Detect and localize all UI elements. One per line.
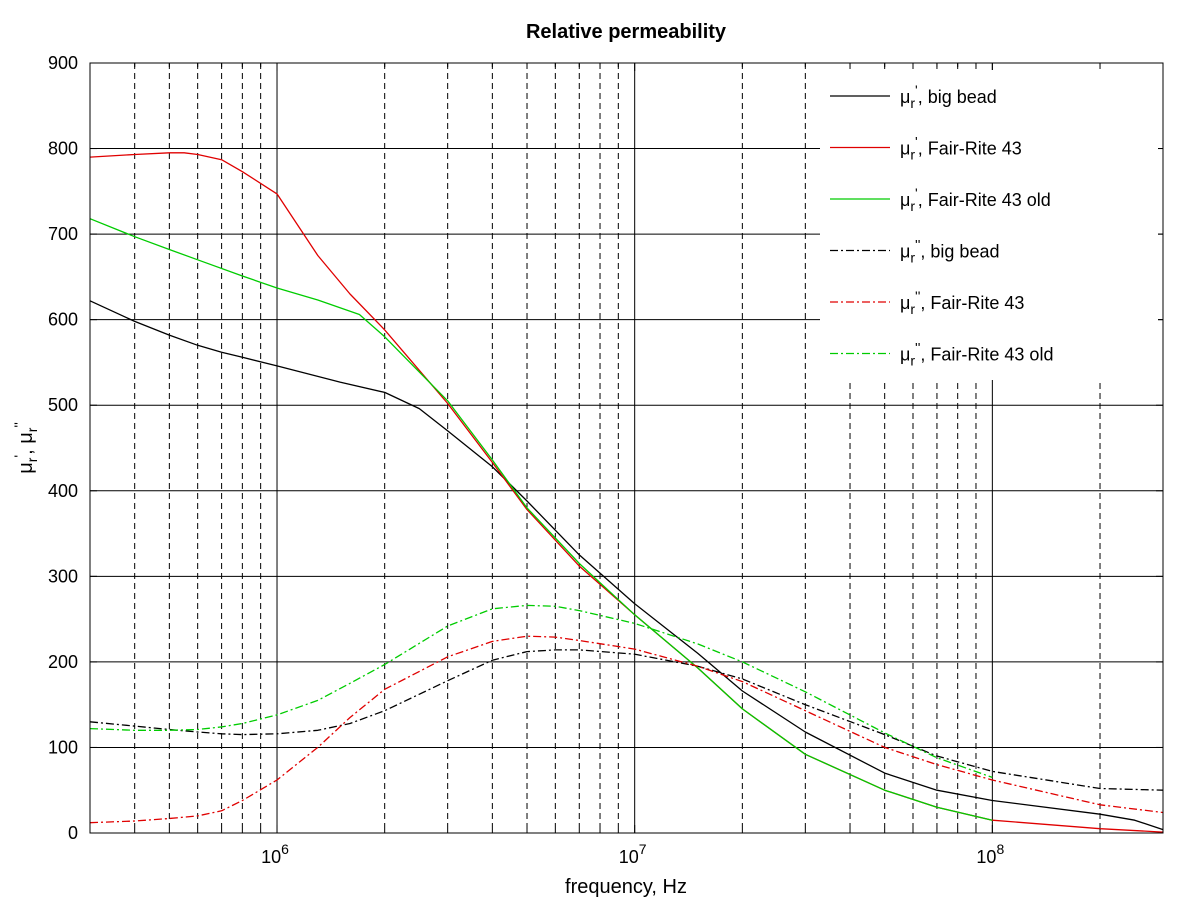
y-tick-label: 800 — [48, 139, 78, 159]
y-tick-label: 700 — [48, 224, 78, 244]
series-line-4 — [89, 649, 1164, 791]
legend-label-1: μr', big bead — [900, 82, 997, 111]
legend-label-2: μr', Fair-Rite 43 — [900, 134, 1022, 163]
y-tick-label: 100 — [48, 737, 78, 757]
y-tick-label: 300 — [48, 566, 78, 586]
y-tick-label: 500 — [48, 395, 78, 415]
legend-label-3: μr', Fair-Rite 43 old — [900, 185, 1051, 214]
series-line-3 — [89, 218, 993, 821]
plot-frame — [89, 62, 1164, 834]
series-line-6 — [89, 604, 993, 779]
x-tick-label: 108 — [976, 841, 1004, 867]
y-tick-label: 400 — [48, 481, 78, 501]
legend: μr', big bead μr', Fair-Rite 43 μr', Fair-… — [820, 70, 1158, 380]
y-tick-label: 600 — [48, 310, 78, 330]
x-tick-label: 106 — [261, 841, 289, 867]
series-line-5 — [89, 635, 1164, 824]
legend-label-4: μr'', big bead — [900, 237, 999, 266]
x-axis-label: frequency, Hz — [565, 876, 687, 898]
y-axis-label: μr', μr'' — [11, 422, 40, 474]
axis-ticks: 0 100 200 300 400 500 600 700 800 900 106 107 108 — [48, 53, 1163, 867]
series-line-1 — [89, 300, 1164, 831]
x-tick-label: 107 — [619, 841, 647, 867]
y-tick-label: 900 — [48, 53, 78, 73]
chart-title: Relative permeability — [526, 21, 727, 43]
y-tick-label: 0 — [68, 823, 78, 843]
legend-label-6: μr'', Fair-Rite 43 old — [900, 340, 1053, 369]
legend-label-5: μr'', Fair-Rite 43 — [900, 288, 1024, 317]
series-lines — [89, 152, 1164, 833]
legend-box — [820, 70, 1158, 380]
y-tick-label: 200 — [48, 652, 78, 672]
grid-lines — [90, 63, 1163, 833]
